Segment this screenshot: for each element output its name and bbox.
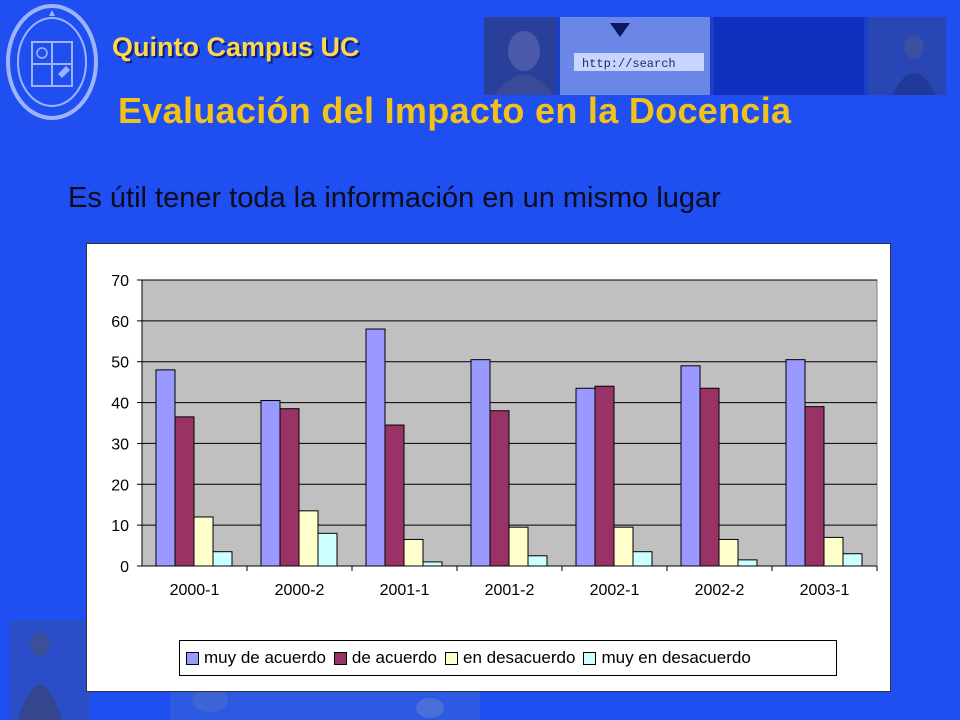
chart-legend: muy de acuerdo de acuerdo en desacuerdo muy… xyxy=(179,640,837,676)
x-tick-label: 2000-1 xyxy=(170,582,220,599)
x-tick-label: 2002-1 xyxy=(590,582,640,599)
y-tick-label: 40 xyxy=(111,396,129,413)
y-tick-label: 60 xyxy=(111,314,129,331)
bar xyxy=(823,536,844,567)
bar xyxy=(842,553,863,567)
x-tick-label: 2002-2 xyxy=(695,582,745,599)
bar xyxy=(594,385,615,567)
svg-text:http://search: http://search xyxy=(582,57,676,71)
legend-item: muy de acuerdo xyxy=(186,648,326,668)
bar xyxy=(737,559,758,567)
bar xyxy=(489,410,510,567)
bar xyxy=(279,408,300,567)
legend-label: muy de acuerdo xyxy=(204,648,326,667)
bar xyxy=(193,516,214,567)
bar xyxy=(317,532,338,567)
bar xyxy=(680,365,701,567)
y-tick-label: 30 xyxy=(111,436,129,453)
legend-swatch xyxy=(333,651,347,665)
slide-subtitle: Es útil tener toda la información en un … xyxy=(68,182,721,214)
bar xyxy=(174,416,195,567)
legend-label: de acuerdo xyxy=(351,648,437,667)
bar xyxy=(613,526,634,567)
bar xyxy=(298,510,319,567)
legend-swatch xyxy=(444,651,458,665)
x-tick-label: 2000-2 xyxy=(275,582,325,599)
bar xyxy=(384,424,405,567)
bar xyxy=(260,400,281,567)
legend-item: de acuerdo xyxy=(333,648,437,668)
header-banner-image: http://search xyxy=(484,17,946,95)
bar xyxy=(699,387,720,567)
legend-item: en desacuerdo xyxy=(444,648,576,668)
bar xyxy=(785,359,806,567)
bar-chart: 0 10 20 30 40 50 60 70 2000-1 2000-2 2001-1 2001-2 2… xyxy=(86,243,891,692)
legend-swatch xyxy=(583,651,597,665)
legend-swatch xyxy=(186,651,199,665)
bar xyxy=(632,551,653,567)
y-tick-label: 0 xyxy=(120,559,129,576)
y-tick-label: 10 xyxy=(111,518,129,535)
x-tick-label: 2001-1 xyxy=(380,582,430,599)
legend-label: en desacuerdo xyxy=(462,648,576,667)
legend-label: muy en desacuerdo xyxy=(601,648,751,667)
university-seal-logo xyxy=(6,4,98,120)
x-tick-label: 2003-1 xyxy=(800,582,850,599)
bar xyxy=(212,551,233,567)
bar xyxy=(575,387,596,567)
bar-chart-canvas: 0 10 20 30 40 50 60 70 2000-1 2000-2 2001-1 2001-2 2… xyxy=(111,273,878,599)
y-tick-label: 50 xyxy=(111,355,129,372)
y-tick-label: 20 xyxy=(111,477,129,494)
y-tick-label: 70 xyxy=(111,273,129,290)
bar xyxy=(470,359,491,567)
bar xyxy=(365,328,386,567)
bar xyxy=(718,538,739,567)
bar xyxy=(155,369,176,567)
bar xyxy=(422,561,443,567)
x-tick-label: 2001-2 xyxy=(485,582,535,599)
legend-item: muy en desacuerdo xyxy=(583,648,751,668)
brand-label: Quinto Campus UC xyxy=(112,32,360,62)
bar xyxy=(508,526,529,567)
slide-title: Evaluación del Impacto en la Docencia xyxy=(118,90,792,131)
bar xyxy=(527,555,548,567)
bar xyxy=(403,538,424,567)
bar xyxy=(804,406,825,567)
